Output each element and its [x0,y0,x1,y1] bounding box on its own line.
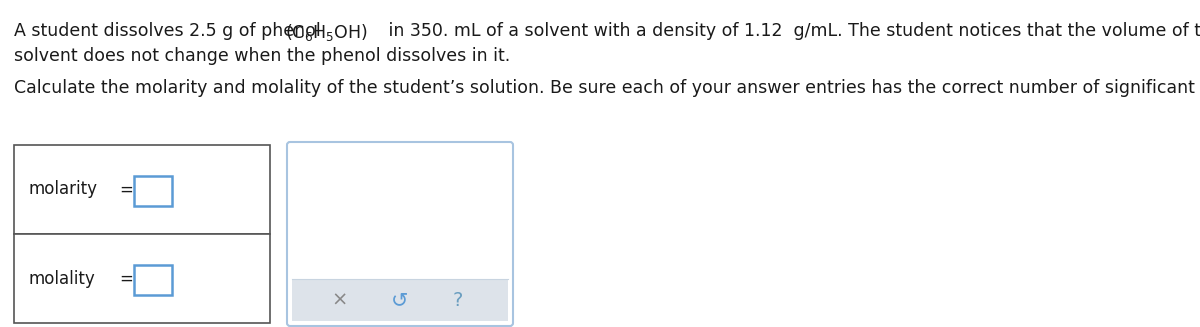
Text: ?: ? [452,290,463,309]
Text: A student dissolves 2.5 g of phenol: A student dissolves 2.5 g of phenol [14,22,326,40]
Text: in 350. mL of a solvent with a density of 1.12  g/mL. The student notices that t: in 350. mL of a solvent with a density o… [383,22,1200,40]
Bar [292,279,508,321]
Bar [14,234,270,323]
Text: solvent does not change when the phenol dissolves in it.: solvent does not change when the phenol … [14,47,510,65]
Text: molarity: molarity [28,181,97,198]
Bar [134,265,172,295]
Text: =: = [119,181,133,198]
Text: $\left(\mathrm{C_6H_5OH}\right)$: $\left(\mathrm{C_6H_5OH}\right)$ [286,22,368,43]
Text: Calculate the molarity and molality of the student’s solution. Be sure each of y: Calculate the molarity and molality of t… [14,79,1200,97]
Bar [14,145,270,234]
Text: ↺: ↺ [391,290,409,310]
FancyBboxPatch shape [287,142,514,326]
Text: ×: × [332,290,348,309]
Bar [134,176,172,205]
Text: =: = [119,269,133,287]
Text: molality: molality [28,269,95,287]
